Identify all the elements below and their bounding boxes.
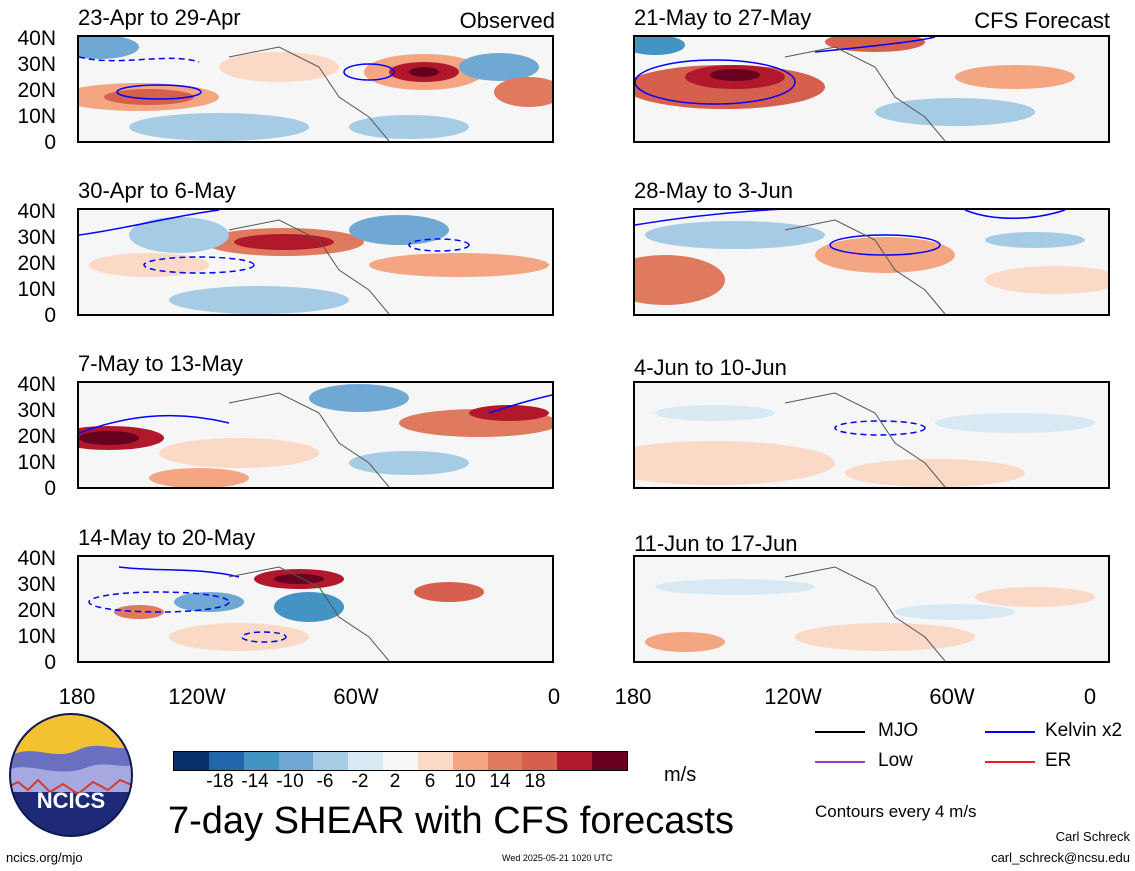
map-panel-7	[633, 381, 1110, 489]
lon-label: 0	[547, 684, 561, 709]
er-line	[985, 761, 1035, 763]
colorbar-bin	[522, 752, 558, 770]
low-line	[815, 761, 865, 763]
colorbar-tick: 18	[524, 771, 546, 792]
colorbar-tick: -10	[276, 771, 304, 792]
panel-title-6: 28-May to 3-Jun	[634, 178, 793, 203]
panel-title-4: 14-May to 20-May	[78, 525, 256, 550]
legend-kelvin: Kelvin x2	[1045, 720, 1123, 741]
colorbar-tick: -2	[351, 771, 369, 792]
lon-label: 180	[58, 684, 96, 709]
colorbar	[173, 751, 628, 771]
colorbar-bin	[487, 752, 523, 770]
contour-note: Contours every 4 m/s	[815, 802, 977, 821]
footer-author: Carl Schreck	[1055, 829, 1130, 844]
footer-timestamp: Wed 2025-05-21 1020 UTC	[502, 853, 613, 863]
lat-label: 0	[44, 477, 56, 500]
lon-label: 120W	[764, 684, 822, 709]
map-panel-3	[77, 381, 554, 489]
lat-label: 30N	[17, 573, 56, 596]
main-title: 7-day SHEAR with CFS forecasts	[168, 800, 734, 842]
colorbar-tick: -14	[241, 771, 269, 792]
lon-label: 60W	[929, 684, 975, 709]
map-panel-8	[633, 555, 1110, 663]
map-panel-4	[77, 555, 554, 663]
lat-label: 10N	[17, 451, 56, 474]
map-panel-6	[633, 208, 1110, 316]
lat-label: 30N	[17, 399, 56, 422]
lat-label: 20N	[17, 79, 56, 102]
lon-label: 120W	[168, 684, 226, 709]
legend-er: ER	[1045, 750, 1072, 771]
kelvin-line	[985, 731, 1035, 733]
legend-mjo: MJO	[878, 720, 919, 741]
map-panel-5	[633, 35, 1110, 143]
panel-title-8: 11-Jun to 17-Jun	[634, 531, 798, 556]
lat-label: 10N	[17, 278, 56, 301]
lat-label: 40N	[17, 547, 56, 570]
lat-label: 30N	[17, 53, 56, 76]
panel-title-7: 4-Jun to 10-Jun	[634, 355, 787, 380]
footer-url: ncics.org/mjo	[6, 850, 83, 865]
ncics-logo	[8, 712, 134, 838]
lat-label: 0	[44, 304, 56, 327]
colorbar-bin	[383, 752, 418, 770]
colorbar-tick: 14	[489, 771, 511, 792]
lon-label: 60W	[333, 684, 379, 709]
colorbar-tick: 6	[424, 771, 436, 792]
panel-title-1: 23-Apr to 29-Apr	[78, 5, 241, 30]
lon-label: 180	[614, 684, 652, 709]
footer-email: carl_schreck@ncsu.edu	[991, 850, 1130, 865]
legend-low: Low	[878, 750, 913, 771]
lat-label: 10N	[17, 105, 56, 128]
lat-label: 40N	[17, 27, 56, 50]
panel-tag-observed: Observed	[459, 8, 555, 33]
colorbar-tick: -6	[316, 771, 334, 792]
lat-label: 40N	[17, 373, 56, 396]
lon-label: 0	[1083, 684, 1097, 709]
lat-label: 20N	[17, 252, 56, 275]
mjo-line	[815, 731, 865, 733]
lat-label: 30N	[17, 226, 56, 249]
map-panel-2	[77, 208, 554, 316]
panel-title-5: 21-May to 27-May	[634, 5, 812, 30]
colorbar-bin	[174, 752, 209, 770]
colorbar-bin	[417, 752, 453, 770]
colorbar-tick: 10	[454, 771, 476, 792]
lat-label: 20N	[17, 425, 56, 448]
lat-label: 40N	[17, 200, 56, 223]
logo-text: NCICS	[36, 788, 106, 813]
colorbar-units: m/s	[664, 764, 697, 786]
lat-label: 20N	[17, 599, 56, 622]
lat-label: 10N	[17, 625, 56, 648]
colorbar-bin	[243, 752, 279, 770]
panel-title-2: 30-Apr to 6-May	[78, 178, 236, 203]
lat-label: 0	[44, 651, 56, 674]
colorbar-bin	[557, 752, 593, 770]
panel-title-3: 7-May to 13-May	[78, 351, 244, 376]
panel-tag-forecast: CFS Forecast	[974, 8, 1110, 33]
colorbar-tick: 2	[389, 771, 401, 792]
colorbar-bin	[313, 752, 349, 770]
colorbar-bin	[452, 752, 488, 770]
lat-label: 0	[44, 131, 56, 154]
colorbar-bin	[208, 752, 244, 770]
colorbar-bin	[278, 752, 314, 770]
colorbar-tick: -18	[206, 771, 234, 792]
colorbar-bin	[348, 752, 384, 770]
colorbar-bin	[592, 752, 627, 770]
map-panel-1	[77, 35, 554, 143]
